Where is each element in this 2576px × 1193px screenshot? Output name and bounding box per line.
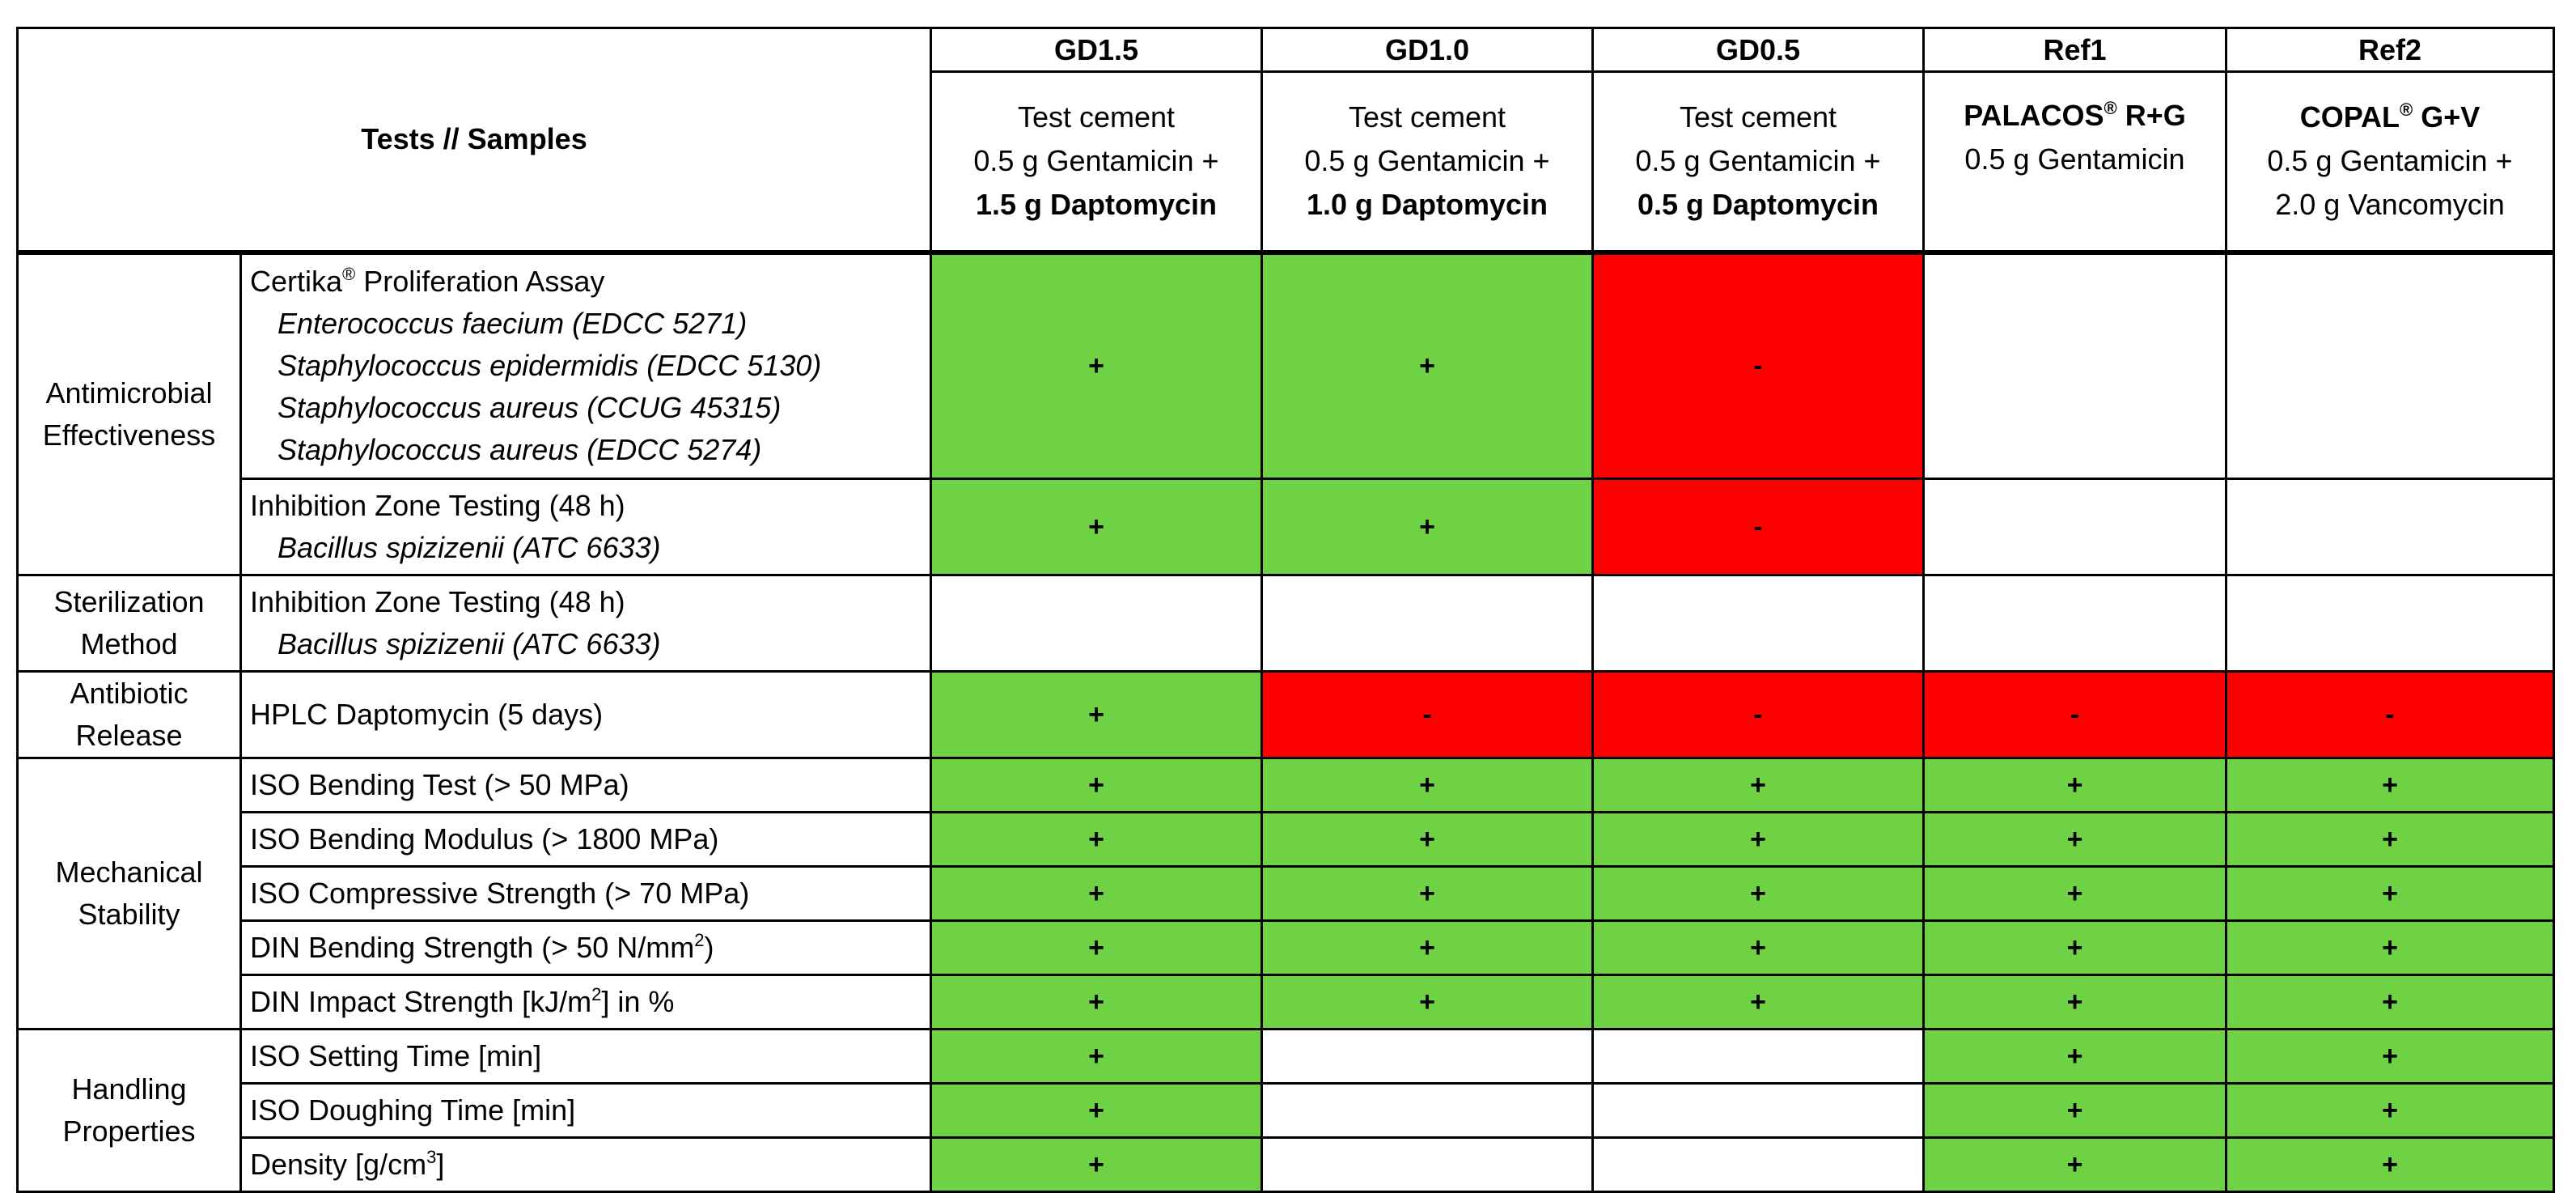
result-cell: + bbox=[1260, 757, 1594, 813]
sample-desc-gd05: Test cement 0.5 g Gentamicin + 0.5 g Dap… bbox=[1591, 70, 1925, 255]
result-cell: + bbox=[1591, 865, 1925, 922]
result-cell: + bbox=[930, 478, 1263, 576]
category-antimicrobial: Antimicrobial Effectiveness bbox=[16, 251, 242, 576]
result-cell: + bbox=[1591, 811, 1925, 868]
result-cell: + bbox=[930, 251, 1263, 480]
test-inhibition-zone-antimicrobial: Inhibition Zone Testing (48 h) Bacillus … bbox=[239, 478, 932, 576]
result-cell: + bbox=[2225, 757, 2555, 813]
result-cell: + bbox=[2225, 811, 2555, 868]
result-cell: + bbox=[1591, 974, 1925, 1030]
result-cell: + bbox=[1260, 865, 1594, 922]
result-cell bbox=[1922, 251, 2227, 480]
test-certika: Certika® Proliferation Assay Enterococcu… bbox=[239, 251, 932, 480]
result-cell: + bbox=[930, 1028, 1263, 1085]
result-cell: + bbox=[930, 974, 1263, 1030]
result-cell bbox=[930, 574, 1263, 673]
test-density: Density [g/cm3] bbox=[239, 1136, 932, 1193]
result-cell bbox=[1591, 574, 1925, 673]
corner-header: Tests // Samples bbox=[16, 27, 932, 255]
result-cell: + bbox=[1260, 811, 1594, 868]
result-cell: + bbox=[1591, 757, 1925, 813]
result-cell: + bbox=[930, 757, 1263, 813]
result-cell bbox=[1591, 1028, 1925, 1085]
sample-desc-ref2: COPAL® G+V 0.5 g Gentamicin + 2.0 g Vanc… bbox=[2225, 70, 2555, 255]
result-cell: - bbox=[1922, 670, 2227, 759]
result-cell bbox=[1260, 1136, 1594, 1193]
category-mechanical-stability: Mechanical Stability bbox=[16, 757, 242, 1030]
result-cell: + bbox=[1260, 478, 1594, 576]
result-cell: + bbox=[1922, 757, 2227, 813]
category-sterilization: Sterilization Method bbox=[16, 574, 242, 673]
result-cell: + bbox=[1260, 919, 1594, 976]
sample-id-gd15: GD1.5 bbox=[930, 27, 1263, 73]
result-cell bbox=[2225, 478, 2555, 576]
result-cell: + bbox=[1591, 919, 1925, 976]
result-cell: + bbox=[2225, 865, 2555, 922]
result-cell: + bbox=[1922, 1136, 2227, 1193]
result-cell: - bbox=[2225, 670, 2555, 759]
result-cell: + bbox=[2225, 1028, 2555, 1085]
test-iso-compressive-strength: ISO Compressive Strength (> 70 MPa) bbox=[239, 865, 932, 922]
result-cell: + bbox=[1922, 919, 2227, 976]
test-din-bending-strength: DIN Bending Strength (> 50 N/mm2) bbox=[239, 919, 932, 976]
result-cell bbox=[1260, 574, 1594, 673]
result-cell bbox=[1591, 1136, 1925, 1193]
result-cell: + bbox=[1260, 974, 1594, 1030]
test-iso-setting-time: ISO Setting Time [min] bbox=[239, 1028, 932, 1085]
result-cell: + bbox=[1922, 974, 2227, 1030]
result-cell bbox=[1591, 1082, 1925, 1139]
result-cell bbox=[2225, 251, 2555, 480]
result-cell: + bbox=[930, 1082, 1263, 1139]
result-cell: - bbox=[1591, 251, 1925, 480]
result-cell: + bbox=[1922, 1028, 2227, 1085]
results-table: Tests // Samples GD1.5 GD1.0 GD0.5 Ref1 … bbox=[16, 27, 2555, 1193]
result-cell: - bbox=[1260, 670, 1594, 759]
sample-id-gd10: GD1.0 bbox=[1260, 27, 1594, 73]
result-cell bbox=[1260, 1028, 1594, 1085]
result-cell: + bbox=[2225, 974, 2555, 1030]
sample-id-ref2: Ref2 bbox=[2225, 27, 2555, 73]
result-cell: - bbox=[1591, 670, 1925, 759]
sample-desc-gd10: Test cement 0.5 g Gentamicin + 1.0 g Dap… bbox=[1260, 70, 1594, 255]
sample-desc-ref1: PALACOS® R+G 0.5 g Gentamicin bbox=[1922, 70, 2227, 255]
test-iso-bending-modulus: ISO Bending Modulus (> 1800 MPa) bbox=[239, 811, 932, 868]
result-cell bbox=[1922, 478, 2227, 576]
result-cell: + bbox=[2225, 919, 2555, 976]
result-cell bbox=[1922, 574, 2227, 673]
corner-label: Tests // Samples bbox=[361, 122, 587, 156]
result-cell: + bbox=[2225, 1136, 2555, 1193]
test-iso-doughing-time: ISO Doughing Time [min] bbox=[239, 1082, 932, 1139]
sample-id-gd05: GD0.5 bbox=[1591, 27, 1925, 73]
category-handling-properties: Handling Properties bbox=[16, 1028, 242, 1193]
result-cell: + bbox=[1922, 1082, 2227, 1139]
sample-desc-gd15: Test cement 0.5 g Gentamicin + 1.5 g Dap… bbox=[930, 70, 1263, 255]
result-cell bbox=[2225, 574, 2555, 673]
test-hplc-daptomycin: HPLC Daptomycin (5 days) bbox=[239, 670, 932, 759]
result-cell: + bbox=[930, 811, 1263, 868]
result-cell: + bbox=[1260, 251, 1594, 480]
result-cell: - bbox=[1591, 478, 1925, 576]
result-cell: + bbox=[930, 865, 1263, 922]
test-iso-bending-test: ISO Bending Test (> 50 MPa) bbox=[239, 757, 932, 813]
result-cell: + bbox=[2225, 1082, 2555, 1139]
result-cell: + bbox=[1922, 811, 2227, 868]
result-cell: + bbox=[1922, 865, 2227, 922]
result-cell: + bbox=[930, 670, 1263, 759]
result-cell: + bbox=[930, 919, 1263, 976]
sample-id-ref1: Ref1 bbox=[1922, 27, 2227, 73]
result-cell bbox=[1260, 1082, 1594, 1139]
test-inhibition-zone-sterilization: Inhibition Zone Testing (48 h) Bacillus … bbox=[239, 574, 932, 673]
category-antibiotic-release: Antibiotic Release bbox=[16, 670, 242, 759]
result-cell: + bbox=[930, 1136, 1263, 1193]
test-din-impact-strength: DIN Impact Strength [kJ/m2] in % bbox=[239, 974, 932, 1030]
